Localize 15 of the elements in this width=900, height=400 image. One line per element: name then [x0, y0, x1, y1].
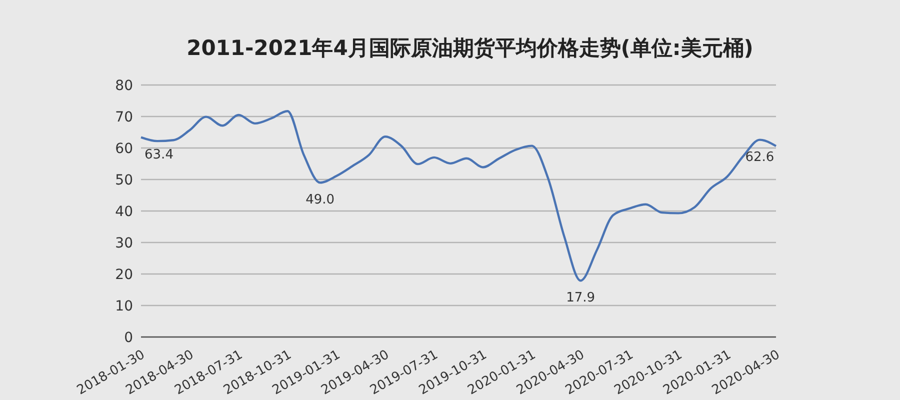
y-tick-label: 60	[115, 140, 133, 157]
line-series	[140, 110, 778, 282]
chart-title: 2011-2021年4月国际原油期货平均价格走势(单位:美元桶)	[186, 35, 754, 62]
data-label: 63.4	[144, 147, 174, 162]
data-label: 49.0	[306, 192, 335, 208]
data-label: 62.6	[745, 150, 774, 165]
y-tick-label: 40	[115, 204, 133, 220]
y-tick-label: 10	[115, 298, 133, 314]
y-tick-label: 30	[115, 235, 133, 252]
y-tick-label: 80	[115, 78, 133, 94]
data-label: 17.9	[566, 290, 596, 306]
y-tick-label: 0	[124, 330, 133, 346]
y-tick-label: 20	[115, 266, 133, 283]
y-tick-label: 70	[115, 109, 133, 126]
y-tick-label: 50	[115, 172, 133, 188]
